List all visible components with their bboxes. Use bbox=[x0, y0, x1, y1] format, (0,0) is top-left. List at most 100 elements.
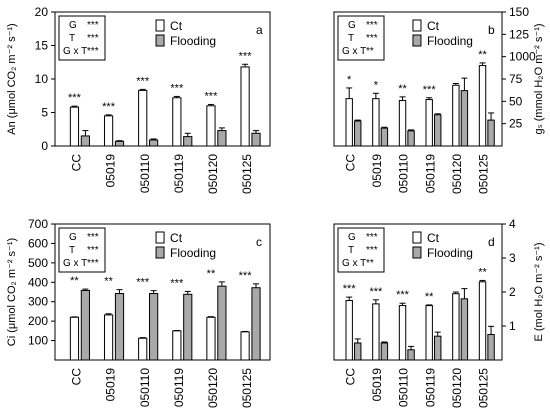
bar-ct bbox=[372, 98, 380, 147]
stats-factor-label: G bbox=[69, 232, 77, 243]
bar-flooding bbox=[434, 114, 442, 147]
stats-factor-label: G bbox=[69, 20, 77, 31]
stats-box bbox=[58, 227, 106, 273]
legend-label-flooding: Flooding bbox=[427, 246, 473, 260]
stats-factor-label: T bbox=[69, 245, 75, 256]
bar-ct bbox=[345, 98, 353, 147]
y-tick-label: 1000 bbox=[509, 50, 536, 64]
bar-flooding bbox=[354, 120, 362, 147]
plot-frame bbox=[54, 223, 271, 361]
legend-label-flooding: Flooding bbox=[170, 246, 216, 260]
bar-flooding bbox=[80, 289, 90, 361]
legend-swatch-ct bbox=[412, 19, 422, 32]
category-label: CC bbox=[70, 154, 84, 172]
panel-letter: d bbox=[488, 235, 495, 249]
stats-factor-label: G x T bbox=[63, 258, 87, 269]
bar-ct bbox=[398, 99, 407, 147]
bar-flooding bbox=[183, 293, 193, 361]
bar-flooding bbox=[407, 130, 415, 147]
category-label: 050120 bbox=[450, 154, 464, 194]
panel-c: 100 200 300 400 500 600 700 Ci (μmol CO₂ m⁻² s⁻… bbox=[6, 217, 271, 408]
bar-ct bbox=[172, 97, 182, 147]
significance-label: *** bbox=[239, 50, 253, 62]
significance-label: ** bbox=[104, 276, 113, 288]
stats-significance: *** bbox=[366, 33, 378, 44]
bar-flooding bbox=[114, 140, 125, 147]
bar-flooding bbox=[149, 293, 159, 361]
bar-flooding bbox=[251, 287, 261, 361]
bar-flooding bbox=[80, 135, 90, 147]
legend-swatch-ct bbox=[155, 231, 165, 244]
bar-ct bbox=[172, 330, 182, 361]
stats-factor-label: G x T bbox=[63, 46, 87, 57]
bar-ct bbox=[452, 293, 460, 361]
y-tick-label: 2 bbox=[509, 285, 516, 299]
significance-label: *** bbox=[343, 283, 357, 295]
stats-factor-label: G x T bbox=[342, 46, 366, 57]
bar-ct bbox=[240, 331, 250, 361]
significance-label: * bbox=[347, 74, 352, 86]
bar-ct bbox=[478, 65, 487, 147]
category-label: 05019 bbox=[104, 368, 118, 402]
y-axis-label: gₛ (mmol H₂O m⁻² s⁻¹) bbox=[533, 23, 545, 134]
bar-ct bbox=[452, 84, 460, 147]
y-tick-label: 100 bbox=[28, 334, 48, 348]
bar-flooding bbox=[460, 298, 469, 361]
significance-label: *** bbox=[423, 84, 437, 96]
stats-box bbox=[58, 15, 106, 61]
stats-significance: *** bbox=[87, 258, 99, 269]
bar-ct bbox=[69, 316, 80, 361]
y-tick-label: 150 bbox=[509, 5, 529, 19]
y-axis-label: Ci (μmol CO₂ m⁻² s⁻¹) bbox=[6, 238, 18, 346]
bar-flooding bbox=[217, 285, 227, 361]
stats-factor-label: G bbox=[348, 232, 356, 243]
legend-swatch-flooding bbox=[412, 34, 422, 47]
legend-label-ct: Ct bbox=[427, 231, 440, 245]
bar-flooding bbox=[251, 132, 261, 147]
category-label: CC bbox=[343, 368, 357, 386]
y-tick-label: 10 bbox=[35, 72, 49, 86]
significance-label: ** bbox=[207, 268, 216, 280]
y-tick-label: 200 bbox=[28, 314, 48, 328]
panel-letter: a bbox=[256, 23, 263, 37]
bar-ct bbox=[138, 89, 148, 147]
stats-significance: *** bbox=[366, 20, 378, 31]
bar-ct bbox=[372, 303, 380, 361]
stats-significance: *** bbox=[87, 46, 99, 57]
legend-swatch-ct bbox=[412, 231, 422, 244]
stats-box bbox=[337, 15, 385, 61]
category-label: 050120 bbox=[450, 368, 464, 408]
significance-label: *** bbox=[170, 277, 184, 289]
stats-factor-label: T bbox=[348, 245, 354, 256]
panel-b: 25 50 75 1000 125 150 gₛ (mmol H₂O m⁻² s⁻¹) * CC… bbox=[333, 5, 545, 194]
bar-ct bbox=[240, 66, 250, 147]
y-tick-label: 400 bbox=[28, 275, 48, 289]
bar-flooding bbox=[149, 139, 159, 147]
category-label: 050110 bbox=[138, 368, 152, 407]
category-label: CC bbox=[70, 368, 84, 386]
bar-flooding bbox=[380, 342, 389, 361]
y-axis-label: An (μmol CO₂ m⁻² s⁻¹) bbox=[6, 23, 18, 134]
stats-significance: ** bbox=[366, 258, 374, 269]
legend-label-ct: Ct bbox=[170, 231, 183, 245]
significance-label: ** bbox=[425, 291, 434, 303]
significance-label: *** bbox=[136, 277, 150, 289]
significance-label: *** bbox=[369, 286, 383, 298]
category-label: 050125 bbox=[240, 368, 254, 408]
category-label: 050110 bbox=[138, 154, 152, 193]
significance-label: *** bbox=[170, 82, 184, 94]
bar-ct bbox=[103, 115, 114, 147]
significance-label: *** bbox=[136, 75, 150, 87]
bar-ct bbox=[206, 316, 216, 361]
category-label: 050125 bbox=[240, 154, 254, 194]
category-label: 050120 bbox=[206, 154, 220, 194]
bar-flooding bbox=[487, 119, 495, 147]
y-tick-label: 5 bbox=[41, 106, 48, 120]
significance-label: *** bbox=[102, 101, 116, 113]
panel-a: 0 5 10 15 20 An (μmol CO₂ m⁻² s⁻¹) *** CC *** 050… bbox=[6, 5, 271, 194]
bar-flooding bbox=[434, 335, 442, 361]
significance-label: *** bbox=[68, 92, 82, 104]
bar-flooding bbox=[380, 127, 389, 147]
legend-swatch-flooding bbox=[412, 246, 422, 259]
category-label: 05019 bbox=[370, 368, 384, 402]
